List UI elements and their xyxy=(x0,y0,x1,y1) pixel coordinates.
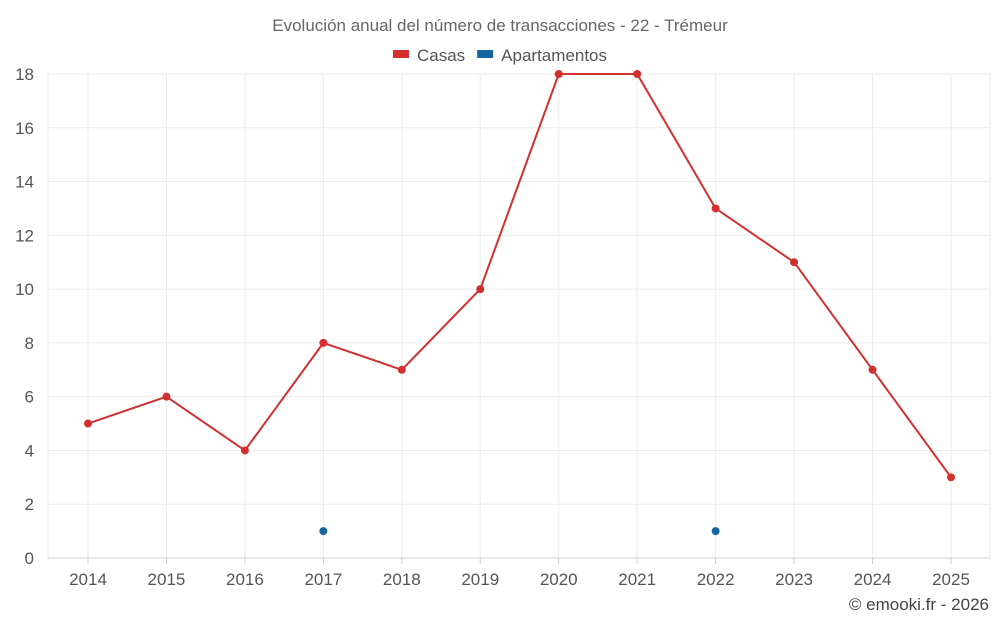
legend-label: Casas xyxy=(417,46,465,65)
series xyxy=(84,70,955,536)
y-tick-label: 4 xyxy=(25,441,34,460)
data-point xyxy=(633,70,642,78)
legend-swatch xyxy=(392,50,409,58)
data-point xyxy=(319,338,328,347)
legend: Casas Apartamentos xyxy=(392,46,607,65)
y-tick-label: 6 xyxy=(25,388,34,407)
grid xyxy=(47,73,991,558)
legend-label: Apartamentos xyxy=(501,46,607,65)
y-tick-label: 12 xyxy=(15,226,34,245)
series-casas xyxy=(84,70,955,482)
x-tick-label: 2014 xyxy=(69,570,107,589)
y-tick-label: 18 xyxy=(15,65,34,84)
y-tick-label: 10 xyxy=(15,280,34,299)
axes: 0 2 4 6 8 10 12 14 16 18 2014 2015 2016 2017 2018 2019 2… xyxy=(15,65,990,589)
x-tick-label: 2025 xyxy=(932,570,970,589)
x-tick-label: 2016 xyxy=(226,570,264,589)
data-point xyxy=(397,365,406,374)
data-point xyxy=(476,285,485,294)
x-tick-label: 2020 xyxy=(540,570,578,589)
legend-item[interactable]: Apartamentos xyxy=(477,46,607,65)
series-apartamentos xyxy=(319,527,720,536)
x-tick-label: 2015 xyxy=(148,570,186,589)
x-tick-label: 2023 xyxy=(775,570,813,589)
legend-item[interactable]: Casas xyxy=(392,46,465,65)
x-tick-label: 2021 xyxy=(618,570,656,589)
y-tick-label: 2 xyxy=(25,495,34,514)
x-tick-label: 2024 xyxy=(854,570,892,589)
data-point xyxy=(711,527,720,536)
data-point xyxy=(790,258,799,267)
data-point xyxy=(711,204,720,213)
x-tick-label: 2022 xyxy=(697,570,735,589)
x-tick-label: 2017 xyxy=(304,570,342,589)
chart-title: Evolución anual del número de transaccio… xyxy=(272,16,728,35)
legend-swatch xyxy=(477,50,494,58)
data-point xyxy=(84,419,92,428)
data-point xyxy=(947,473,955,482)
data-point xyxy=(319,527,328,536)
data-point xyxy=(162,392,171,401)
data-point xyxy=(554,70,563,78)
y-tick-label: 0 xyxy=(25,549,34,568)
y-tick-label: 8 xyxy=(25,334,34,353)
credit-text: © emooki.fr - 2026 xyxy=(849,595,989,614)
x-tick-label: 2018 xyxy=(383,570,421,589)
series-line xyxy=(87,73,952,478)
data-point xyxy=(240,446,249,455)
y-tick-label: 16 xyxy=(15,119,34,138)
x-tick-label: 2019 xyxy=(461,570,499,589)
data-point xyxy=(868,365,877,374)
y-tick-label: 14 xyxy=(15,173,34,192)
